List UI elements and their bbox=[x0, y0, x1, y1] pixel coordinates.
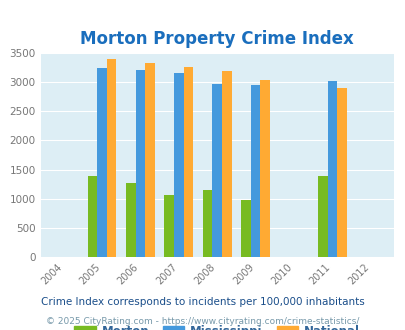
Bar bbox=[174, 73, 183, 257]
Bar bbox=[126, 182, 135, 257]
Legend: Morton, Mississippi, National: Morton, Mississippi, National bbox=[69, 320, 364, 330]
Bar bbox=[317, 176, 327, 257]
Bar bbox=[164, 195, 174, 257]
Bar bbox=[327, 82, 337, 257]
Bar bbox=[97, 68, 107, 257]
Bar bbox=[250, 85, 260, 257]
Bar bbox=[202, 190, 212, 257]
Bar bbox=[183, 67, 193, 257]
Bar bbox=[212, 84, 222, 257]
Bar bbox=[241, 200, 250, 257]
Bar bbox=[135, 70, 145, 257]
Title: Morton Property Crime Index: Morton Property Crime Index bbox=[80, 30, 353, 49]
Bar bbox=[145, 63, 154, 257]
Bar bbox=[222, 71, 231, 257]
Bar bbox=[260, 80, 269, 257]
Bar bbox=[87, 176, 97, 257]
Text: © 2025 CityRating.com - https://www.cityrating.com/crime-statistics/: © 2025 CityRating.com - https://www.city… bbox=[46, 317, 359, 326]
Bar bbox=[107, 59, 116, 257]
Bar bbox=[337, 88, 346, 257]
Text: Crime Index corresponds to incidents per 100,000 inhabitants: Crime Index corresponds to incidents per… bbox=[41, 297, 364, 307]
